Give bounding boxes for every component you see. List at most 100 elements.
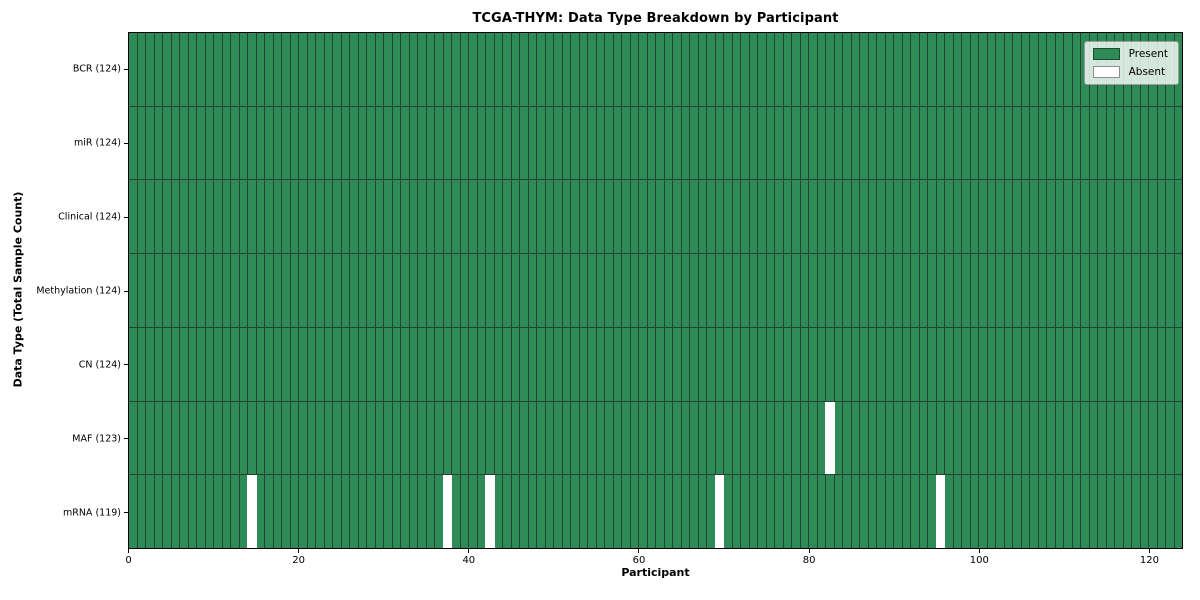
heatmap-cell-present <box>571 327 580 401</box>
heatmap-cell-present <box>860 106 869 180</box>
heatmap-cell-present <box>248 254 257 327</box>
heatmap-cell-present <box>928 475 937 549</box>
heatmap-cell-present <box>834 475 843 549</box>
heatmap-cell-present <box>1140 475 1149 549</box>
heatmap-cell-present <box>868 33 877 106</box>
heatmap-cell-present <box>537 254 546 327</box>
heatmap-cell-present <box>783 254 792 327</box>
heatmap-cell-present <box>690 475 699 549</box>
heatmap-cell-present <box>375 33 384 106</box>
heatmap-cell-present <box>826 327 835 401</box>
heatmap-cell-present <box>282 327 291 401</box>
heatmap-cell-present <box>137 33 146 106</box>
heatmap-cell-absent <box>715 475 724 549</box>
heatmap-cell-present <box>562 254 571 327</box>
heatmap-cell-present <box>1021 106 1030 180</box>
heatmap-cell-present <box>1098 475 1107 549</box>
heatmap-cell-present <box>792 254 801 327</box>
heatmap-cell-present <box>588 254 597 327</box>
heatmap-cell-present <box>562 475 571 549</box>
heatmap-cell-present <box>486 401 495 475</box>
heatmap-cell-present <box>919 33 928 106</box>
heatmap-cell-present <box>707 254 716 327</box>
heatmap-cell-present <box>613 401 622 475</box>
heatmap-cell-present <box>520 33 529 106</box>
heatmap-cell-present <box>256 401 265 475</box>
x-tick-label: 80 <box>802 555 816 566</box>
heatmap-cell-present <box>1166 401 1175 475</box>
heatmap-cell-present <box>579 475 588 549</box>
heatmap-cell-present <box>282 254 291 327</box>
legend-item-present: Present <box>1092 48 1168 60</box>
heatmap-cell-present <box>962 33 971 106</box>
heatmap-cell-present <box>902 327 911 401</box>
heatmap-cell-present <box>707 180 716 254</box>
heatmap-cell-present <box>860 475 869 549</box>
heatmap-cell-present <box>656 33 665 106</box>
heatmap-cell-present <box>732 33 741 106</box>
heatmap-cell-present <box>1115 254 1124 327</box>
heatmap-cell-present <box>792 327 801 401</box>
heatmap-cell-present <box>953 327 962 401</box>
heatmap-cell-present <box>307 254 316 327</box>
heatmap-cell-present <box>783 180 792 254</box>
heatmap-cell-present <box>350 106 359 180</box>
heatmap-cell-present <box>205 106 214 180</box>
heatmap-cell-present <box>205 401 214 475</box>
heatmap-cell-present <box>817 327 826 401</box>
heatmap-row-clinical <box>129 180 1182 255</box>
heatmap-cell-present <box>987 106 996 180</box>
heatmap-cell-present <box>1174 180 1182 254</box>
heatmap-cell-present <box>452 254 461 327</box>
heatmap-cell-present <box>902 33 911 106</box>
heatmap-cell-present <box>1132 180 1141 254</box>
heatmap-cell-present <box>273 33 282 106</box>
heatmap-cell-present <box>163 254 172 327</box>
heatmap-cell-present <box>503 33 512 106</box>
heatmap-cell-present <box>188 254 197 327</box>
heatmap-cell-present <box>299 254 308 327</box>
heatmap-cell-present <box>1013 33 1022 106</box>
heatmap-cell-present <box>571 180 580 254</box>
heatmap-cell-present <box>503 106 512 180</box>
heatmap-cell-present <box>894 475 903 549</box>
heatmap-cell-present <box>622 106 631 180</box>
heatmap-cell-present <box>494 180 503 254</box>
x-tick-label: 40 <box>462 555 476 566</box>
heatmap-cell-present <box>596 254 605 327</box>
heatmap-cell-present <box>477 106 486 180</box>
heatmap-cell-present <box>894 401 903 475</box>
heatmap-cell-present <box>579 180 588 254</box>
heatmap-cell-present <box>588 33 597 106</box>
heatmap-cell-present <box>1115 475 1124 549</box>
heatmap-cell-present <box>919 254 928 327</box>
heatmap-cell-present <box>545 33 554 106</box>
heatmap-cell-present <box>1013 106 1022 180</box>
heatmap-cell-present <box>579 106 588 180</box>
heatmap-cell-present <box>707 401 716 475</box>
heatmap-cell-present <box>1132 475 1141 549</box>
heatmap-cell-present <box>1064 180 1073 254</box>
heatmap-cell-present <box>520 475 529 549</box>
heatmap-cell-present <box>724 254 733 327</box>
heatmap-cell-present <box>571 33 580 106</box>
heatmap-cell-present <box>1115 106 1124 180</box>
heatmap-cell-present <box>188 180 197 254</box>
heatmap-cell-present <box>426 33 435 106</box>
heatmap-cell-present <box>996 327 1005 401</box>
heatmap-cell-present <box>401 180 410 254</box>
heatmap-cell-present <box>673 475 682 549</box>
heatmap-cell-present <box>588 180 597 254</box>
heatmap-cell-present <box>273 475 282 549</box>
heatmap-cell-present <box>324 401 333 475</box>
heatmap-cell-present <box>1004 33 1013 106</box>
heatmap-cell-present <box>477 33 486 106</box>
x-tick-mark <box>468 549 470 553</box>
plot-area: Present Absent <box>128 32 1183 549</box>
heatmap-cell-present <box>299 475 308 549</box>
heatmap-cell-present <box>520 401 529 475</box>
heatmap-cell-present <box>367 106 376 180</box>
heatmap-cell-present <box>1055 475 1064 549</box>
heatmap-cell-present <box>520 327 529 401</box>
